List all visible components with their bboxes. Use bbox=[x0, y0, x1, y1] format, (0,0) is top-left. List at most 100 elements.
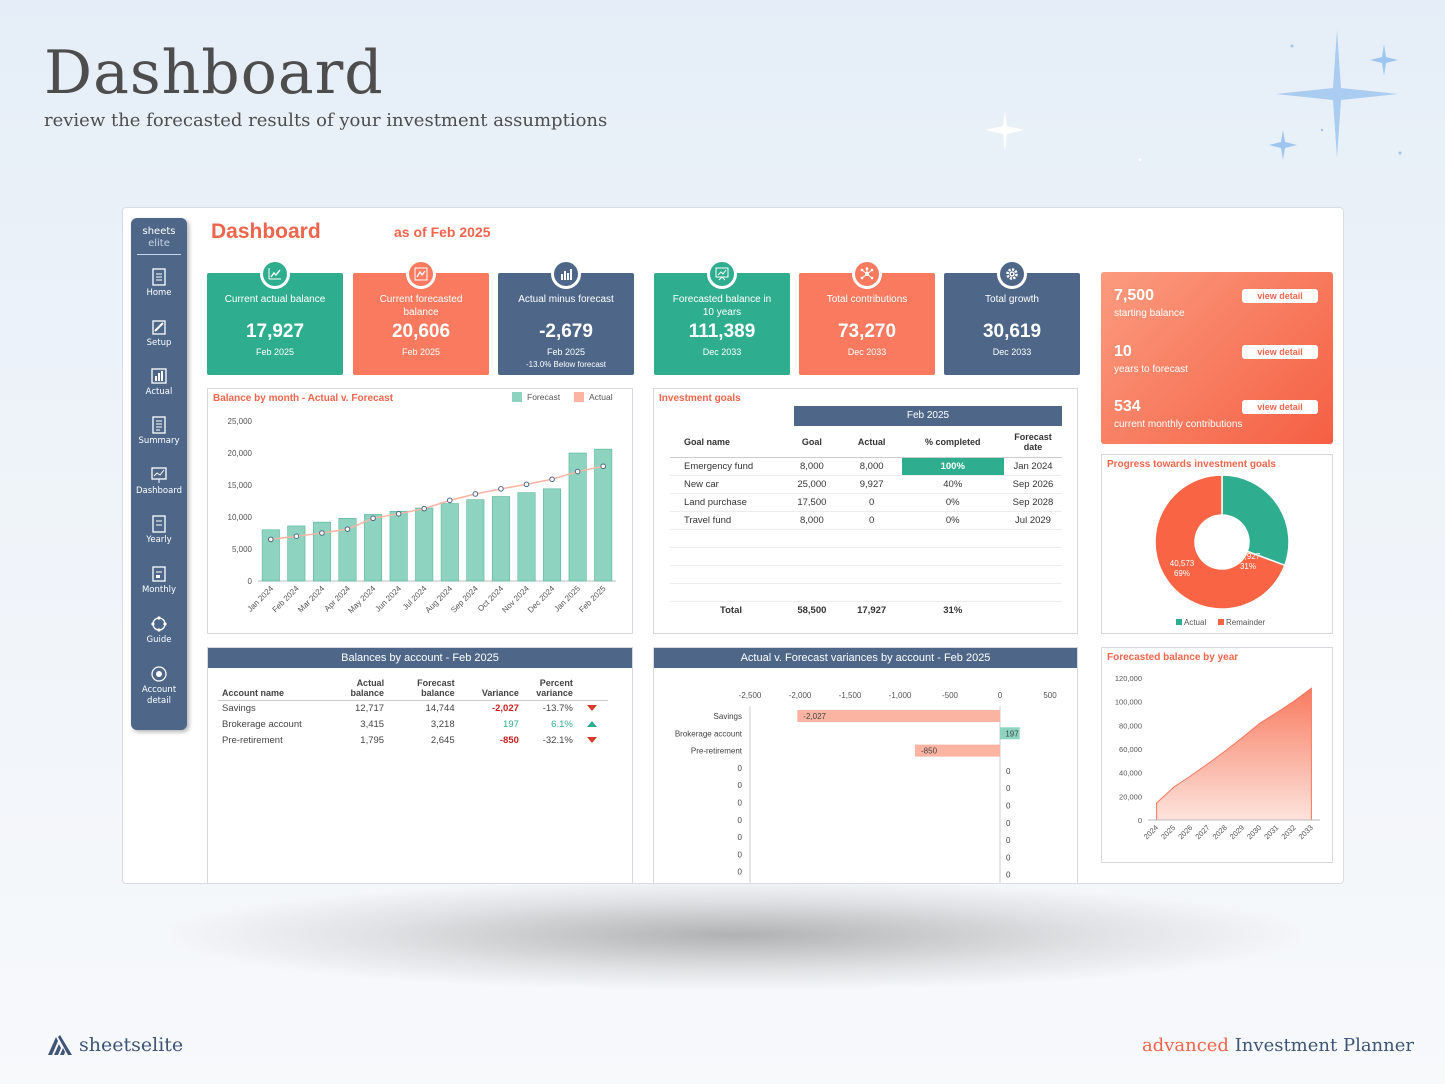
goal-pct: 0% bbox=[901, 493, 1004, 512]
account-forecast: 14,744 bbox=[425, 702, 455, 714]
sidebar-item-home[interactable]: Home bbox=[131, 268, 187, 298]
kpi-icon-wrap bbox=[260, 259, 290, 289]
account-pct: 6.1% bbox=[551, 718, 573, 730]
panel-shadow bbox=[170, 880, 1300, 990]
empty-category-label: 0 bbox=[738, 781, 743, 790]
goal-date: Jan 2024 bbox=[1004, 457, 1062, 476]
forecast-bar bbox=[543, 488, 562, 582]
assumptions-card: 7,500 starting balance view detail 10 ye… bbox=[1101, 272, 1333, 444]
x-tick-label: -1,500 bbox=[839, 691, 862, 700]
remainder-value-label: 40,573 bbox=[1170, 559, 1195, 568]
variance-bar bbox=[1000, 727, 1020, 740]
goal-actual: 8,000 bbox=[841, 457, 902, 476]
sidebar-item-dashboard[interactable]: Dashboard bbox=[131, 466, 187, 496]
sidebar-item-label: Guide bbox=[146, 635, 172, 645]
goal-date: Jul 2029 bbox=[1004, 511, 1062, 530]
sidebar-item-label: Setup bbox=[146, 338, 172, 348]
goal-date: Sep 2028 bbox=[1004, 493, 1062, 512]
empty-category-label: 0 bbox=[738, 799, 743, 808]
variance-chart-panel: Actual v. Forecast variances by account … bbox=[653, 647, 1078, 883]
variance-label: 197 bbox=[1005, 729, 1019, 738]
x-tick-label: 2024 bbox=[1142, 823, 1160, 841]
forecast-bar bbox=[389, 510, 408, 582]
accounts-table: Account name Actual balance Forecast bal… bbox=[218, 672, 608, 748]
kpi-note: -13.0% Below forecast bbox=[525, 360, 607, 369]
footer-product-name: advanced Investment Planner bbox=[1142, 1035, 1414, 1056]
table-row: Savings 12,717 14,744 -2,027 -13.7% bbox=[218, 700, 608, 716]
balance-chart-svg: Forecast Actual 0 5,000 10,000 15,000 20,000… bbox=[228, 392, 616, 615]
sidebar-item-guide[interactable]: Guide bbox=[131, 615, 187, 645]
account-name: Savings bbox=[222, 702, 256, 714]
goal-name: Emergency fund bbox=[670, 457, 782, 476]
forecast-bar bbox=[594, 448, 613, 582]
yearly-icon bbox=[152, 515, 166, 533]
sidebar-item-label: Home bbox=[146, 288, 172, 298]
sidebar-item-label: Yearly bbox=[146, 535, 172, 545]
goals-table: Goal name Goal Actual % completed Foreca… bbox=[670, 427, 1062, 619]
kpi-label: Current actual balance bbox=[224, 294, 326, 305]
kpi-date: Feb 2025 bbox=[255, 347, 295, 357]
x-tick-label: 500 bbox=[1043, 691, 1057, 700]
years-to-forecast-row: 10 years to forecast view detail bbox=[1114, 343, 1320, 375]
actual-point bbox=[319, 530, 325, 536]
sidebar-item-summary[interactable]: Summary bbox=[131, 416, 187, 446]
actual-line bbox=[270, 465, 604, 541]
kpi-date: Feb 2025 bbox=[401, 347, 441, 357]
balances-by-account-panel: Balances by account - Feb 2025 Account n… bbox=[207, 647, 633, 883]
kpi-label: Total contributions bbox=[826, 294, 908, 305]
sidebar-item-yearly[interactable]: Yearly bbox=[131, 515, 187, 545]
account-variance: 197 bbox=[503, 718, 519, 730]
actual-point bbox=[344, 526, 351, 532]
goals-period-header: Feb 2025 bbox=[794, 406, 1062, 426]
kpi-total-growth: Total growth 30,619 Dec 2033 bbox=[944, 259, 1080, 375]
down-arrow-icon bbox=[587, 736, 598, 743]
kpi-current-actual: Current actual balance 17,927 Feb 2025 bbox=[207, 259, 343, 375]
view-detail-button[interactable]: view detail bbox=[1242, 400, 1318, 414]
forecast-bar bbox=[440, 503, 459, 582]
sidebar-item-actual[interactable]: Actual bbox=[131, 367, 187, 397]
account-forecast: 2,645 bbox=[430, 734, 455, 746]
table-row: Brokerage account 3,415 3,218 197 6.1% bbox=[218, 716, 608, 732]
goal-amount: 17,500 bbox=[782, 493, 842, 512]
variance-header: Actual v. Forecast variances by account … bbox=[654, 648, 1077, 668]
sidebar-item-account-detail[interactable]: Account detail bbox=[131, 665, 187, 707]
goal-amount: 8,000 bbox=[782, 511, 842, 530]
view-detail-button[interactable]: view detail bbox=[1242, 345, 1318, 359]
account-pct: -32.1% bbox=[542, 734, 573, 746]
sidebar-item-monthly[interactable]: Monthly bbox=[131, 565, 187, 595]
kpi-value: 73,270 bbox=[837, 321, 897, 342]
actual-point bbox=[574, 468, 581, 475]
kpi-value: -2,679 bbox=[539, 321, 593, 342]
empty-category-label: 0 bbox=[738, 816, 743, 825]
sidebar-item-label: Account detail bbox=[141, 685, 177, 706]
as-of-date: as of Feb 2025 bbox=[394, 224, 491, 240]
col-actual-balance: Actual balance bbox=[334, 672, 389, 701]
goal-pct: 100% bbox=[901, 457, 1004, 476]
actual-pct-label: 31% bbox=[1240, 562, 1256, 571]
x-tick-label: 2033 bbox=[1297, 823, 1315, 841]
sidebar: sheets elite Home Setup Actual Summary D… bbox=[131, 218, 187, 730]
years-to-forecast-value: 10 bbox=[1114, 343, 1132, 360]
variance-label: -2,027 bbox=[803, 712, 826, 721]
sidebar-item-setup[interactable]: Setup bbox=[131, 318, 187, 348]
goal-pct: 0% bbox=[901, 511, 1004, 530]
sidebar-divider bbox=[137, 254, 181, 255]
empty-value-label: 0 bbox=[1006, 871, 1011, 880]
table-row: Pre-retirement 1,795 2,645 -850 -32.1% bbox=[218, 732, 608, 748]
sidebar-brand-bottom: elite bbox=[148, 238, 170, 249]
account-name: Brokerage account bbox=[222, 718, 302, 730]
x-tick-label: Feb 2025 bbox=[577, 584, 608, 615]
legend-forecast-swatch bbox=[512, 392, 522, 402]
kpi-label: Forecasted balance in 10 years bbox=[672, 294, 772, 318]
col-percent-variance: Percent variance bbox=[522, 672, 577, 701]
kpi-date: Dec 2033 bbox=[847, 347, 887, 357]
kpi-icon-wrap bbox=[997, 259, 1027, 289]
forecast-bar bbox=[466, 499, 485, 582]
legend-actual-label: Actual bbox=[589, 392, 613, 402]
actual-point bbox=[498, 486, 504, 492]
kpi-label: Total growth bbox=[985, 294, 1039, 305]
y-tick-label: 10,000 bbox=[228, 513, 253, 522]
view-detail-button[interactable]: view detail bbox=[1242, 289, 1318, 303]
x-tick-label: -2,000 bbox=[789, 691, 812, 700]
legend-forecast-label: Forecast bbox=[527, 392, 561, 402]
